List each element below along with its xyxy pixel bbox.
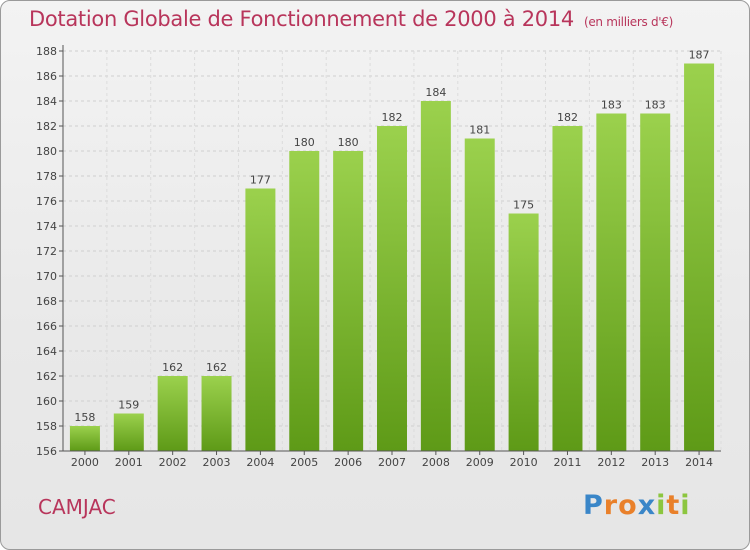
bar-value-label: 180 <box>338 136 359 149</box>
y-tick-label: 184 <box>36 95 57 108</box>
bar <box>289 151 320 451</box>
bar-value-label: 162 <box>206 361 227 374</box>
bar-value-label: 183 <box>645 99 666 112</box>
x-tick-label: 2008 <box>422 456 450 469</box>
y-tick-label: 156 <box>36 445 57 458</box>
proxiti-logo: Proxiti <box>583 490 691 521</box>
bar-value-label: 183 <box>601 99 622 112</box>
y-tick-label: 182 <box>36 120 57 133</box>
bars: 158 159 162 162 177 180 180 182 184 181 175 182 183 1… <box>69 49 715 451</box>
bar <box>157 376 188 451</box>
logo-letter: t <box>666 490 681 521</box>
x-tick-label: 2009 <box>466 456 494 469</box>
y-tick-label: 178 <box>36 170 57 183</box>
bar <box>69 426 100 451</box>
axes: 1561581601621641661681701721741761781801… <box>36 45 721 469</box>
bar <box>377 126 407 451</box>
y-tick-label: 164 <box>36 345 57 358</box>
bar-value-label: 159 <box>118 399 139 412</box>
y-tick-label: 180 <box>36 145 57 158</box>
logo-letter: r <box>603 490 619 521</box>
bar-value-label: 187 <box>689 49 710 62</box>
bar <box>684 63 715 451</box>
y-tick-label: 166 <box>36 320 57 333</box>
bar-value-label: 158 <box>74 411 95 424</box>
bar <box>596 113 627 451</box>
bar <box>113 413 144 451</box>
bar <box>464 138 495 451</box>
bar-value-label: 181 <box>469 124 490 137</box>
x-tick-label: 2006 <box>334 456 362 469</box>
x-tick-label: 2010 <box>510 456 538 469</box>
logo-letter: o <box>618 490 638 521</box>
title-unit: (en milliers d'€) <box>583 15 673 29</box>
x-tick-label: 2007 <box>378 456 406 469</box>
x-tick-label: 2005 <box>290 456 318 469</box>
y-tick-label: 188 <box>36 45 57 58</box>
logo-letter: x <box>637 490 657 521</box>
y-tick-label: 176 <box>36 195 57 208</box>
logo-letter: i <box>656 490 667 521</box>
title-text: Dotation Globale de Fonctionnement de 20… <box>29 7 574 31</box>
bar-value-label: 175 <box>513 199 534 212</box>
x-tick-label: 2004 <box>246 456 274 469</box>
x-tick-label: 2001 <box>115 456 143 469</box>
bar <box>333 151 364 451</box>
bar-value-label: 177 <box>250 174 271 187</box>
y-tick-label: 160 <box>36 395 57 408</box>
commune-name: CAMJAC <box>38 495 116 519</box>
chart-title: Dotation Globale de Fonctionnement de 20… <box>29 7 673 31</box>
x-tick-label: 2002 <box>159 456 187 469</box>
y-tick-label: 168 <box>36 295 57 308</box>
bar <box>552 126 583 451</box>
logo-letter: P <box>583 490 604 521</box>
bar-value-label: 182 <box>557 111 578 124</box>
x-tick-label: 2014 <box>685 456 713 469</box>
logo-letter: i <box>680 490 691 521</box>
bar-value-label: 182 <box>382 111 403 124</box>
bar <box>201 376 232 451</box>
x-tick-label: 2000 <box>71 456 99 469</box>
bar-value-label: 162 <box>162 361 183 374</box>
x-tick-label: 2011 <box>553 456 581 469</box>
y-tick-label: 158 <box>36 420 57 433</box>
y-tick-label: 174 <box>36 220 57 233</box>
bar <box>245 188 276 451</box>
bar-value-label: 184 <box>425 86 446 99</box>
x-tick-label: 2013 <box>641 456 669 469</box>
bar <box>508 213 539 451</box>
y-tick-label: 172 <box>36 245 57 258</box>
x-tick-label: 2003 <box>203 456 231 469</box>
y-tick-label: 162 <box>36 370 57 383</box>
bar <box>420 101 451 451</box>
y-tick-label: 186 <box>36 70 57 83</box>
y-tick-label: 170 <box>36 270 57 283</box>
bar-value-label: 180 <box>294 136 315 149</box>
x-tick-label: 2012 <box>597 456 625 469</box>
bar <box>640 113 671 451</box>
